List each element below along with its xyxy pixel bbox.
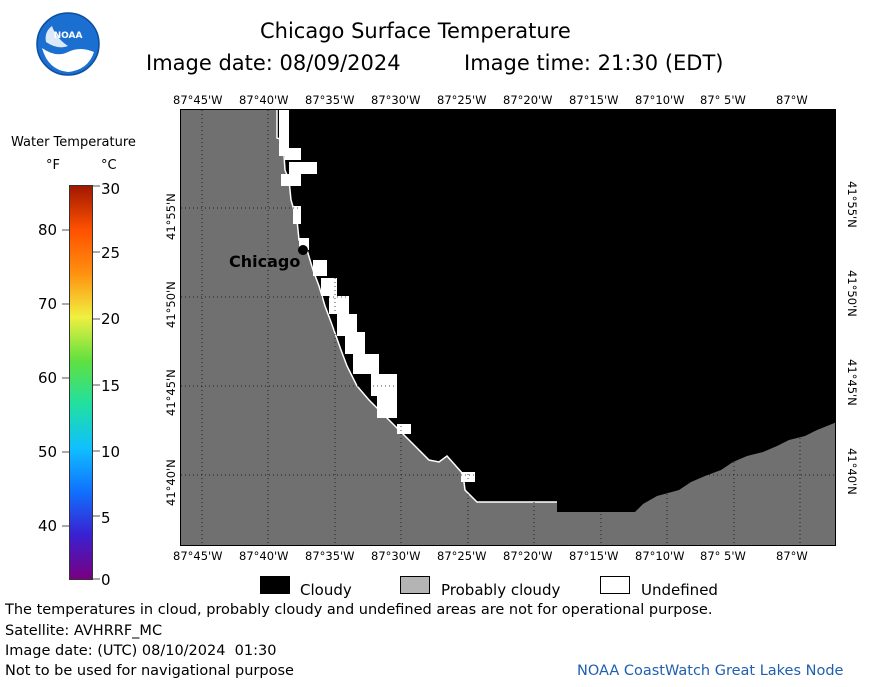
satellite-text: Satellite: AVHRRF_MC	[5, 623, 163, 639]
c-tick-0: 0	[101, 571, 111, 589]
c-tick-15: 15	[101, 377, 121, 395]
lon-label-top: 87°25'W	[437, 93, 487, 107]
f-tick-60: 60	[38, 369, 58, 387]
chicago-marker	[298, 245, 308, 255]
image-date: Image date: 08/09/2024	[146, 51, 401, 75]
navigation-warning: Not to be used for navigational purpose	[5, 663, 294, 679]
legend-swatch-probably-cloudy	[400, 576, 430, 594]
lon-label-bottom: 87°35'W	[305, 549, 355, 563]
lon-label-top: 87°45'W	[173, 93, 223, 107]
f-tick-40: 40	[38, 517, 58, 535]
c-tick-10: 10	[101, 443, 121, 461]
lon-label-top: 87°20'W	[503, 93, 553, 107]
lat-label-left: 41°55'N	[164, 193, 178, 240]
lon-label-top: 87° 5'W	[700, 93, 746, 107]
colorbar-title: Water Temperature	[11, 135, 136, 150]
legend-label-undefined: Undefined	[641, 581, 718, 599]
lon-label-top: 87°35'W	[305, 93, 355, 107]
temperature-colorbar	[69, 185, 93, 580]
legend-label-probably-cloudy: Probably cloudy	[441, 581, 561, 599]
lon-label-top: 87°40'W	[239, 93, 289, 107]
colorbar-unit-c: °C	[101, 158, 117, 173]
page-title: Chicago Surface Temperature	[260, 19, 571, 43]
c-tick-25: 25	[101, 244, 121, 262]
logo-text: NOAA	[54, 31, 83, 41]
f-tick-70: 70	[38, 295, 58, 313]
lon-label-bottom: 87° 5'W	[700, 549, 746, 563]
lon-label-bottom: 87°45'W	[173, 549, 223, 563]
lon-label-bottom: 87°10'W	[635, 549, 685, 563]
lon-label-bottom: 87°15'W	[569, 549, 619, 563]
map-panel	[180, 109, 836, 546]
legend-swatch-cloudy	[260, 576, 290, 594]
undefined-areas	[279, 110, 475, 482]
noaa-logo-icon: NOAA	[36, 12, 100, 76]
lon-label-top: 87°10'W	[635, 93, 685, 107]
credit-text: NOAA CoastWatch Great Lakes Node	[577, 663, 844, 679]
image-time: Image time: 21:30 (EDT)	[464, 51, 724, 75]
c-tick-30: 30	[101, 180, 121, 198]
legend: Cloudy Probably cloudy Undefined	[260, 576, 730, 600]
lon-label-bottom: 87°W	[776, 549, 808, 563]
lon-label-bottom: 87°40'W	[239, 549, 289, 563]
lon-label-bottom: 87°20'W	[503, 549, 553, 563]
lon-label-bottom: 87°30'W	[371, 549, 421, 563]
lat-label-right: 41°45'N	[845, 359, 859, 406]
city-label: Chicago	[229, 252, 301, 271]
map-svg	[181, 110, 835, 545]
lat-label-left: 41°50'N	[164, 281, 178, 328]
map-grid	[181, 110, 835, 545]
lon-label-bottom: 87°25'W	[437, 549, 487, 563]
disclaimer-text: The temperatures in cloud, probably clou…	[5, 602, 713, 618]
utc-date-text: Image date: (UTC) 08/10/2024 01:30	[5, 643, 277, 659]
lon-label-top: 87°15'W	[569, 93, 619, 107]
colorbar-tick-marks	[62, 185, 100, 580]
lon-label-top: 87°W	[776, 93, 808, 107]
legend-swatch-undefined	[600, 576, 630, 594]
lat-label-right: 41°40'N	[845, 448, 859, 495]
lat-label-right: 41°50'N	[845, 270, 859, 317]
coastline	[276, 110, 557, 503]
lat-label-left: 41°40'N	[164, 459, 178, 506]
lat-label-right: 41°55'N	[845, 181, 859, 228]
colorbar-unit-f: °F	[46, 158, 60, 173]
legend-label-cloudy: Cloudy	[300, 581, 352, 599]
lon-label-top: 87°30'W	[371, 93, 421, 107]
noaa-logo: NOAA	[36, 12, 100, 76]
land-area	[181, 110, 835, 545]
c-tick-5: 5	[101, 509, 111, 527]
c-tick-20: 20	[101, 310, 121, 328]
f-tick-80: 80	[38, 221, 58, 239]
lat-label-left: 41°45'N	[164, 369, 178, 416]
f-tick-50: 50	[38, 443, 58, 461]
